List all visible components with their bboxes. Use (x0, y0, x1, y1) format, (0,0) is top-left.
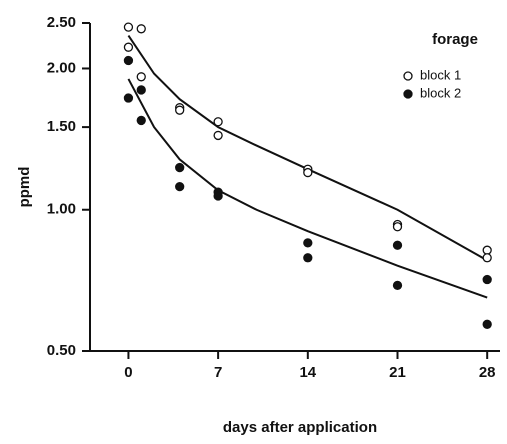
data-point (175, 181, 185, 192)
data-point (123, 22, 134, 32)
fit-curve (127, 35, 488, 262)
data-point (213, 191, 223, 201)
legend-label: block 1 (420, 67, 461, 82)
fit-curve (127, 78, 488, 299)
legend-marker (403, 89, 413, 99)
data-point (482, 274, 492, 285)
data-point (303, 253, 313, 263)
data-point (213, 117, 223, 127)
y-tick-label: 2.50 (47, 14, 76, 31)
data-point (392, 280, 403, 291)
data-point (213, 130, 223, 141)
legend-title: forage (432, 31, 478, 48)
data-point (136, 72, 146, 82)
data-point (136, 85, 146, 95)
y-tick-label: 2.00 (47, 59, 76, 76)
legend-label: block 2 (420, 85, 461, 100)
data-point (123, 55, 134, 66)
data-point (303, 167, 313, 178)
y-tick-label: 1.00 (47, 201, 76, 218)
data-point (482, 319, 492, 329)
data-point (136, 24, 146, 34)
x-tick-label: 14 (299, 364, 316, 381)
data-point (303, 238, 313, 248)
data-point (123, 93, 134, 103)
data-point (482, 245, 492, 255)
y-tick-label: 1.50 (47, 118, 76, 135)
data-point (123, 42, 134, 52)
y-tick-label: 0.50 (47, 342, 76, 359)
data-point (392, 240, 403, 250)
data-point (482, 253, 492, 263)
data-point (136, 115, 146, 126)
data-point (392, 222, 403, 232)
legend-marker (403, 71, 413, 81)
x-tick-label: 28 (479, 364, 496, 381)
data-point (175, 105, 185, 115)
x-tick-label: 21 (389, 364, 406, 381)
y-axis-label: ppmd (16, 167, 33, 208)
x-axis-label: days after application (223, 419, 377, 436)
data-point (175, 162, 185, 173)
x-tick-label: 7 (214, 364, 222, 381)
x-tick-label: 0 (124, 364, 132, 381)
